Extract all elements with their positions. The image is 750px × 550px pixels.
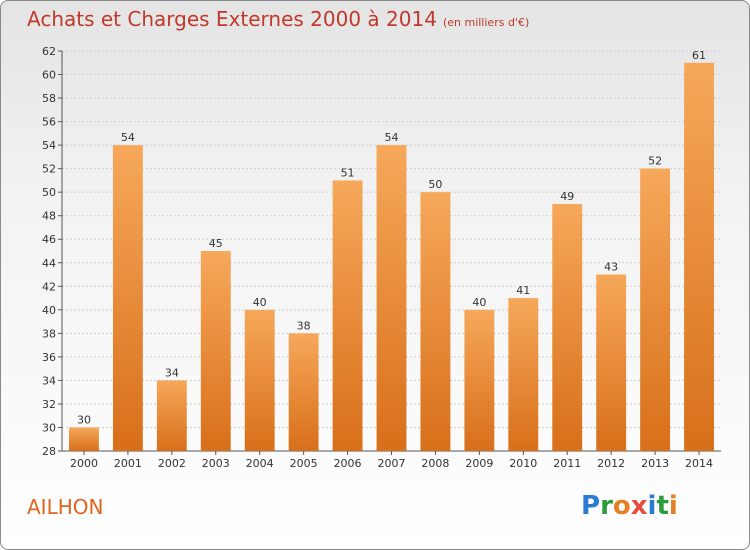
y-tick-label: 46 xyxy=(42,233,56,246)
data-label: 49 xyxy=(560,190,574,203)
x-tick-label: 2010 xyxy=(509,457,537,470)
bar xyxy=(244,309,275,451)
chart-title-text: Achats et Charges Externes 2000 à 2014 xyxy=(27,7,437,31)
y-tick-label: 30 xyxy=(42,421,56,434)
data-label: 51 xyxy=(341,166,355,179)
bar xyxy=(684,62,714,451)
x-tick-label: 2012 xyxy=(597,457,625,470)
x-tick-label: 2009 xyxy=(465,457,493,470)
bar xyxy=(508,298,539,451)
chart-title: Achats et Charges Externes 2000 à 2014 (e… xyxy=(27,7,529,31)
y-tick-label: 40 xyxy=(42,304,56,317)
x-tick-label: 2006 xyxy=(334,457,362,470)
y-tick-label: 62 xyxy=(42,45,56,58)
y-tick-label: 34 xyxy=(42,374,56,387)
data-label: 40 xyxy=(472,296,486,309)
bar xyxy=(376,145,407,451)
logo-letter: x xyxy=(630,491,648,521)
data-label: 50 xyxy=(428,178,442,191)
x-tick-label: 2001 xyxy=(114,457,142,470)
x-tick-label: 2002 xyxy=(158,457,186,470)
data-label: 40 xyxy=(253,296,267,309)
data-label: 43 xyxy=(604,261,618,274)
logo-letter: i xyxy=(647,491,657,521)
data-label: 61 xyxy=(692,49,706,62)
logo-letter: t xyxy=(656,491,669,521)
bar xyxy=(420,192,451,452)
data-label: 45 xyxy=(209,237,223,250)
x-tick-label: 2008 xyxy=(421,457,449,470)
proxiti-logo: Proxiti xyxy=(581,491,678,521)
y-tick-label: 58 xyxy=(42,92,56,105)
bar xyxy=(156,380,187,451)
y-tick-label: 52 xyxy=(42,163,56,176)
y-tick-label: 32 xyxy=(42,398,56,411)
y-tick-label: 28 xyxy=(42,445,56,458)
data-label: 54 xyxy=(385,131,399,144)
logo-letter: i xyxy=(668,491,678,521)
data-label: 54 xyxy=(121,131,135,144)
y-tick-label: 50 xyxy=(42,186,56,199)
y-tick-label: 48 xyxy=(42,210,56,223)
bar xyxy=(288,333,319,451)
y-tick-label: 54 xyxy=(42,139,56,152)
x-tick-label: 2005 xyxy=(290,457,318,470)
bar xyxy=(332,180,363,452)
bar xyxy=(596,274,627,451)
y-tick-label: 36 xyxy=(42,351,56,364)
chart-unit: (en milliers d'€) xyxy=(442,16,530,29)
x-tick-label: 2014 xyxy=(685,457,713,470)
x-tick-label: 2003 xyxy=(202,457,230,470)
y-tick-label: 60 xyxy=(42,69,56,82)
bar xyxy=(200,251,231,451)
bar xyxy=(69,427,99,451)
data-label: 41 xyxy=(516,284,530,297)
commune-name: AILHON xyxy=(27,495,104,519)
logo-letter: o xyxy=(612,491,631,521)
data-label: 34 xyxy=(165,366,179,379)
logo-letter: r xyxy=(600,491,613,521)
bar xyxy=(552,203,583,451)
x-tick-label: 2000 xyxy=(70,457,98,470)
data-label: 38 xyxy=(297,319,311,332)
bar xyxy=(112,145,143,451)
y-tick-label: 56 xyxy=(42,116,56,129)
y-tick-label: 38 xyxy=(42,327,56,340)
data-label: 52 xyxy=(648,155,662,168)
logo-letter: P xyxy=(581,491,601,521)
x-tick-label: 2004 xyxy=(246,457,274,470)
bar xyxy=(640,168,671,451)
y-tick-label: 42 xyxy=(42,280,56,293)
bar xyxy=(464,309,495,451)
y-tick-label: 44 xyxy=(42,257,56,270)
data-label: 30 xyxy=(77,413,91,426)
x-tick-label: 2013 xyxy=(641,457,669,470)
x-tick-label: 2011 xyxy=(553,457,581,470)
x-tick-label: 2007 xyxy=(378,457,406,470)
